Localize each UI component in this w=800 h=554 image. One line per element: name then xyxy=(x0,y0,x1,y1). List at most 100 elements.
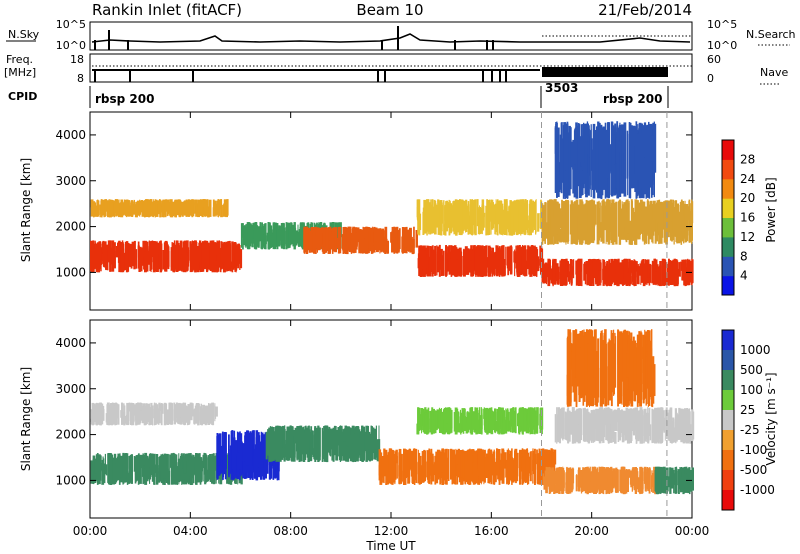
velocity-band-8-streak xyxy=(648,407,651,436)
velocity-band-4-streak xyxy=(453,456,456,483)
power-band-4-streak xyxy=(426,254,429,277)
power-band-6-streak xyxy=(555,269,559,278)
velocity-band-1-streak xyxy=(145,403,148,412)
power-band-2-streak xyxy=(282,230,286,245)
power-band-8-streak xyxy=(648,121,650,181)
velocity-band-1-streak xyxy=(126,414,129,424)
power-band-6-streak xyxy=(567,271,571,282)
velocity-band-0-streak xyxy=(195,453,197,484)
power-band-4-streak xyxy=(501,245,505,273)
velocity-band-4-streak xyxy=(412,453,415,484)
power-band-6-streak xyxy=(587,272,590,283)
velocity-band-8-streak xyxy=(562,407,564,441)
nave-label: Nave xyxy=(760,66,788,79)
velocity-band-5-streak xyxy=(524,410,527,421)
freq-dense-block xyxy=(542,67,668,77)
velocity-band-7-streak xyxy=(661,478,664,489)
velocity-band-6-streak xyxy=(561,468,564,494)
velocity-band-3-streak xyxy=(351,428,354,444)
velocity-band-8-streak xyxy=(687,410,690,440)
velocity-band-8-streak xyxy=(651,408,653,443)
power-band-7-streak xyxy=(664,203,667,242)
velocity-band-0-streak xyxy=(115,458,118,478)
power-band-8-streak xyxy=(612,125,615,193)
power-band-6-streak xyxy=(596,261,599,275)
velocity-band-6-streak xyxy=(645,469,647,492)
velocity-band-5-streak xyxy=(479,415,483,429)
velocity-band-8-streak xyxy=(602,409,606,427)
power-band-7-streak xyxy=(562,201,565,224)
velocity-band-3-streak xyxy=(282,426,285,448)
power-band-6-streak xyxy=(686,272,689,285)
power-band-5-streak xyxy=(528,215,531,228)
power-band-0-streak xyxy=(216,250,220,272)
power-band-7-streak xyxy=(547,200,550,245)
velocity-band-1-streak xyxy=(177,405,180,416)
velocity-band-4-streak xyxy=(441,448,445,485)
velocity-band-8-streak xyxy=(643,408,647,442)
power-band-7-streak xyxy=(688,200,690,242)
power-band-3-streak xyxy=(343,226,347,246)
velocity-band-7-streak xyxy=(669,473,673,489)
power-band-7-streak xyxy=(656,200,659,223)
power-band-1-streak xyxy=(140,201,143,213)
power-band-3-streak xyxy=(336,237,339,248)
velocity-band-8-streak xyxy=(574,411,578,436)
velocity-band-8-streak xyxy=(564,411,567,440)
velocity-band-1-streak xyxy=(105,413,107,423)
power-band-1-streak xyxy=(218,199,221,205)
power-band-3-streak xyxy=(348,229,351,247)
power-band-5-streak xyxy=(484,212,486,228)
velocity-band-0-streak xyxy=(196,453,198,485)
power-band-1-streak xyxy=(156,201,159,208)
power-band-0-streak xyxy=(148,250,151,265)
velocity-band-5-streak xyxy=(455,412,459,429)
power-band-3-streak xyxy=(325,227,327,253)
power-band-6-streak xyxy=(632,261,635,286)
power-band-5-streak xyxy=(474,199,477,236)
velocity-band-5-streak xyxy=(519,408,523,427)
velocity-band-3-streak xyxy=(305,430,307,460)
velocity-band-6-streak xyxy=(623,466,626,494)
power-band-8-streak xyxy=(649,149,652,188)
power-band-1-streak xyxy=(213,204,216,217)
power-band-7-streak xyxy=(602,200,604,244)
velocity-band-5-streak xyxy=(500,408,502,433)
freq-label-1: Freq. xyxy=(6,53,33,66)
power-band-2-streak xyxy=(263,225,265,249)
power-band-1-streak xyxy=(226,202,229,215)
power-band-6-streak xyxy=(620,266,624,284)
velocity-band-0-streak xyxy=(101,459,104,484)
velocity-band-1-streak xyxy=(214,409,217,419)
nsearch-top-tick: 10^5 xyxy=(707,18,737,31)
velocity-band-2-streak xyxy=(238,432,240,474)
velocity-band-4-streak xyxy=(392,461,396,483)
velocity-band-0-streak xyxy=(192,458,195,484)
velocity-band-1-streak xyxy=(135,407,138,421)
power-band-7-streak xyxy=(542,207,544,236)
power-band-1-streak xyxy=(180,200,182,209)
power-band-8-streak xyxy=(578,136,582,162)
power-band-7-streak xyxy=(655,213,658,241)
power-band-7-streak xyxy=(677,225,681,243)
power-band-7-streak xyxy=(553,199,555,245)
velocity-band-8-streak xyxy=(677,418,680,440)
velocity-band-7-streak xyxy=(680,477,683,493)
velocity-band-7-streak xyxy=(689,468,691,495)
velocity-band-3-streak xyxy=(270,428,273,462)
power-band-5-streak xyxy=(441,202,443,232)
velocity-band-1-streak xyxy=(171,409,174,421)
velocity-band-8-streak xyxy=(673,427,676,443)
power-band-1-streak xyxy=(142,201,145,214)
power-band-7-streak xyxy=(563,201,566,234)
power-band-3-streak xyxy=(385,238,388,253)
velocity-band-6-streak xyxy=(598,466,601,495)
velocity-band-4-streak xyxy=(538,453,540,482)
velocity-band-5-streak xyxy=(540,409,543,425)
power-band-0-streak xyxy=(191,253,194,271)
power-band-2-streak xyxy=(257,225,259,242)
velocity-band-5-streak xyxy=(458,412,460,424)
power-band-3-streak xyxy=(393,226,396,254)
nsearch-bottom-tick: 10^0 xyxy=(707,39,737,52)
power-colorbar-tick-4: 20 xyxy=(740,191,755,205)
